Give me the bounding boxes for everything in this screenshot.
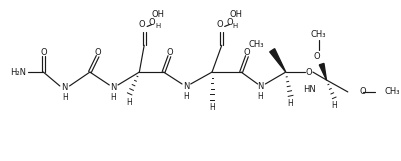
Text: N: N <box>182 82 188 91</box>
Text: H: H <box>330 101 336 110</box>
Text: H: H <box>126 98 131 107</box>
Text: O: O <box>166 48 172 57</box>
Text: CH₃: CH₃ <box>384 87 399 96</box>
Text: H: H <box>62 93 67 102</box>
Text: H₂N: H₂N <box>10 68 26 77</box>
Text: CH₃: CH₃ <box>310 30 326 39</box>
Text: H: H <box>182 92 188 101</box>
Text: CH₃: CH₃ <box>248 40 264 49</box>
Text: H: H <box>232 24 237 29</box>
Text: O: O <box>305 68 312 77</box>
Text: O: O <box>148 18 155 27</box>
Text: O: O <box>358 87 365 96</box>
Text: H: H <box>257 92 263 101</box>
Polygon shape <box>318 63 326 80</box>
Text: O: O <box>216 20 223 29</box>
Text: H: H <box>110 93 116 102</box>
Text: N: N <box>61 83 68 92</box>
Text: H: H <box>287 99 293 108</box>
Text: H: H <box>209 103 215 112</box>
Text: N: N <box>110 83 116 92</box>
Polygon shape <box>269 49 285 72</box>
Text: O: O <box>313 52 319 61</box>
Text: OH: OH <box>152 10 164 19</box>
Text: O: O <box>243 48 250 57</box>
Text: HN: HN <box>302 85 315 94</box>
Text: O: O <box>139 20 145 29</box>
Text: O: O <box>94 48 101 57</box>
Text: OH: OH <box>229 10 242 19</box>
Text: O: O <box>226 18 232 27</box>
Text: N: N <box>257 82 263 91</box>
Text: O: O <box>40 48 47 57</box>
Text: H: H <box>155 24 160 29</box>
